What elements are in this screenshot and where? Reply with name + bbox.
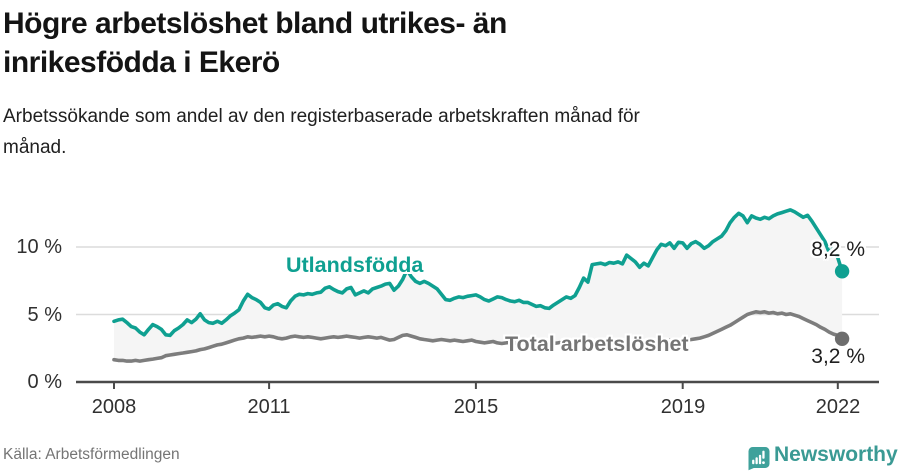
title-line-1: Högre arbetslöshet bland utrikes- än — [3, 7, 507, 40]
newsworthy-wordmark[interactable]: Newsworthy — [774, 443, 898, 466]
x-axis-label-2019: 2019 — [660, 396, 706, 418]
end-value-label-utlandsfodda: 8,2 % — [811, 238, 865, 261]
end-value-label-total: 3,2 % — [811, 345, 865, 368]
page-title: Högre arbetslöshet bland utrikes- än inr… — [3, 4, 883, 82]
source-note: Källa: Arbetsförmedlingen — [3, 446, 180, 463]
utlandsfodda-line-end-dot — [834, 264, 850, 279]
y-axis-label-5: 5 % — [27, 304, 62, 326]
total-arbetsloshet-line — [112, 310, 844, 363]
y-axis-label-10: 10 % — [16, 236, 62, 258]
chart-subtitle: Arbetssökande som andel av den registerb… — [3, 101, 883, 163]
newsworthy-logo[interactable] — [744, 444, 770, 471]
band-fill — [114, 209, 843, 362]
subtitle-line-1: Arbetssökande som andel av den registerb… — [3, 106, 640, 127]
x-axis-label-2015: 2015 — [453, 396, 499, 418]
series-label-total-arbetsloshet: Total arbetslöshet — [505, 332, 689, 356]
title-line-2: inrikesfödda i Ekerö — [3, 46, 280, 79]
subtitle-line-2: månad. — [3, 137, 67, 158]
series-label-utlandsfodda: Utlandsfödda — [286, 253, 424, 277]
newsworthy-bar-chart-bubble-icon — [748, 447, 770, 471]
utlandsfodda-line — [112, 208, 844, 338]
x-axis-label-2022: 2022 — [815, 396, 861, 418]
total-arbetsloshet-line-end-dot — [834, 331, 850, 346]
x-axis-label-2008: 2008 — [91, 396, 137, 418]
y-axis-label-0: 0 % — [27, 371, 62, 393]
x-axis-label-2011: 2011 — [247, 396, 291, 418]
